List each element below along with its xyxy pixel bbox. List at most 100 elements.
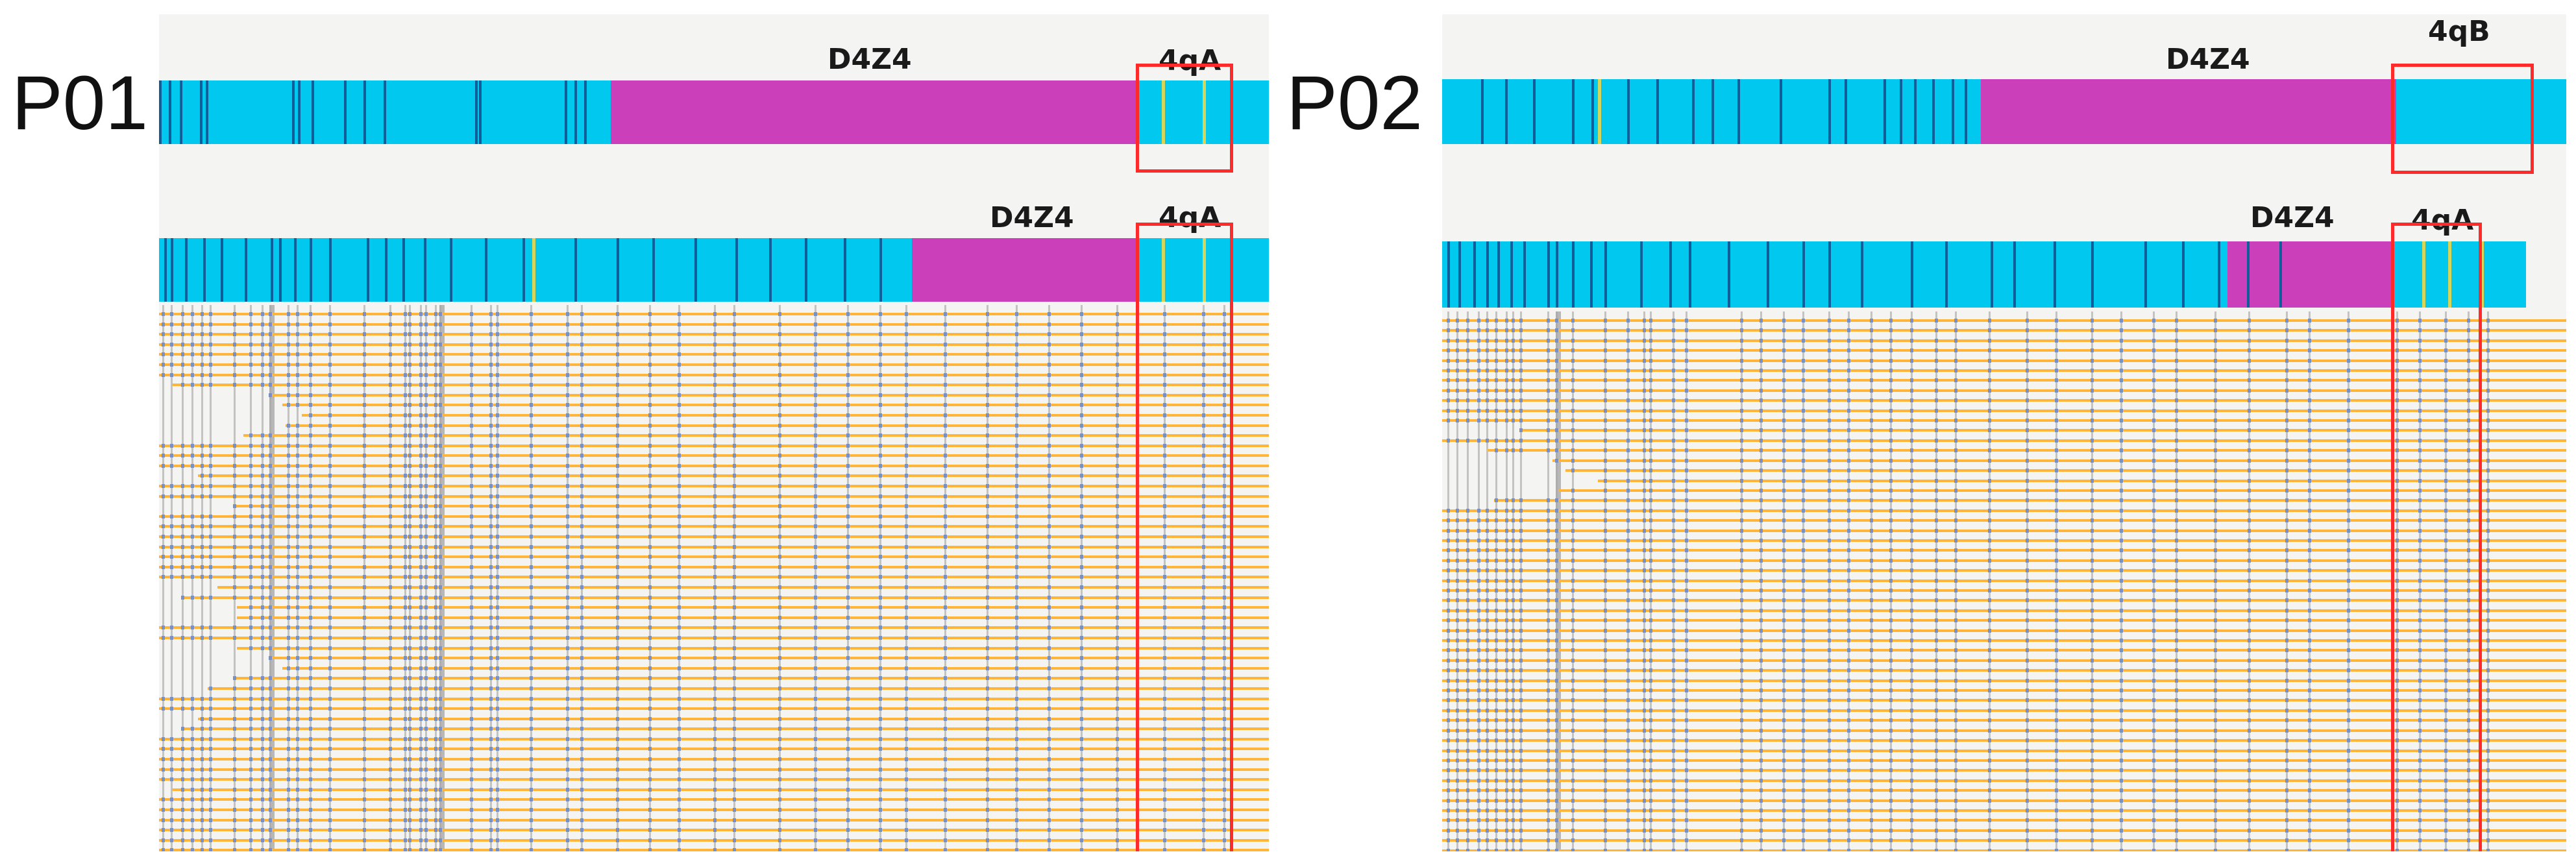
read-mark — [2091, 618, 2094, 622]
read-line — [1442, 530, 2566, 532]
read-mark — [1466, 818, 1469, 822]
read-mark — [2152, 518, 2155, 522]
read-mark — [424, 494, 428, 498]
read-mark — [269, 828, 272, 832]
read-mark — [1571, 738, 1575, 742]
read-mark — [434, 343, 437, 347]
read-mark — [2248, 749, 2251, 753]
read-mark — [233, 444, 236, 448]
read-mark — [1547, 589, 1550, 592]
read-mark — [1466, 439, 1469, 443]
read-mark — [2214, 328, 2217, 332]
restriction-marker — [2054, 241, 2056, 308]
read-mark — [269, 535, 272, 539]
read-mark — [261, 768, 264, 772]
read-mark — [778, 818, 781, 822]
read-mark — [1954, 589, 1957, 592]
read-mark — [2091, 409, 2094, 413]
read-mark — [2486, 419, 2490, 422]
read-mark — [181, 707, 184, 711]
read-mark — [1910, 589, 1913, 592]
read-mark — [424, 605, 428, 609]
restriction-marker — [185, 238, 188, 302]
read-mark — [2285, 698, 2288, 702]
read-mark — [408, 676, 411, 680]
read-mark — [1495, 709, 1498, 713]
allele2-track[interactable] — [159, 238, 1269, 302]
read-mark — [363, 363, 366, 367]
read-mark — [2444, 639, 2447, 642]
read-mark — [1685, 759, 1688, 762]
read-mark — [249, 383, 252, 387]
read-mark — [1080, 413, 1083, 417]
read-mark — [2026, 348, 2029, 352]
read-mark — [733, 737, 736, 741]
read-mark — [2418, 639, 2422, 642]
read-mark — [1828, 498, 1831, 502]
read-mark — [1847, 469, 1850, 472]
read-mark — [1910, 398, 1913, 402]
restriction-marker — [1572, 241, 1575, 308]
read-mark — [489, 808, 493, 812]
allele2-track[interactable] — [1442, 241, 2526, 308]
read-mark — [1495, 809, 1498, 812]
read-mark — [470, 323, 473, 326]
read-mark — [713, 403, 717, 407]
allele1-track[interactable] — [1442, 79, 2566, 144]
read-mark — [1555, 509, 1558, 513]
read-mark — [434, 676, 437, 680]
read-mark — [846, 676, 850, 680]
read-mark — [1519, 339, 1523, 343]
read-mark — [2347, 799, 2350, 803]
read-mark — [733, 616, 736, 620]
read-mark — [1495, 398, 1498, 402]
read-mark — [1495, 518, 1498, 522]
read-mark — [1828, 319, 1831, 323]
read-mark — [439, 818, 442, 822]
read-mark — [287, 626, 290, 629]
read-mark — [713, 494, 717, 498]
read-mark — [2248, 378, 2251, 382]
read-mark — [489, 707, 493, 711]
read-mark — [2026, 559, 2029, 563]
allele1-track[interactable] — [159, 80, 1269, 144]
read-mark — [2285, 539, 2288, 542]
read-mark — [2486, 688, 2490, 692]
read-mark — [1547, 369, 1550, 372]
read-mark — [1740, 389, 1743, 393]
read-mark — [2467, 369, 2470, 372]
read-mark — [269, 474, 272, 478]
read-mark — [1782, 729, 1785, 733]
read-mark — [1740, 568, 1743, 572]
read-mark — [879, 626, 882, 629]
read-mark — [1889, 489, 1893, 493]
read-mark — [2486, 749, 2490, 753]
read-mark — [879, 524, 882, 528]
read-mark — [1870, 439, 1873, 443]
read-mark — [434, 697, 437, 701]
read-mark — [363, 838, 366, 842]
read-mark — [2444, 559, 2447, 563]
read-mark — [261, 332, 264, 336]
read-mark — [249, 524, 252, 528]
read-mark — [905, 697, 908, 701]
read-mark — [2308, 398, 2311, 402]
read-mark — [1477, 788, 1480, 792]
read-mark — [249, 484, 252, 488]
read-mark — [181, 737, 184, 741]
read-mark — [1080, 565, 1083, 569]
read-mark — [1847, 428, 1850, 432]
read-mark — [1643, 688, 1646, 692]
read-mark — [1889, 679, 1893, 683]
read-mark — [778, 545, 781, 549]
restriction-marker — [1447, 241, 1450, 308]
read-mark — [2467, 659, 2470, 663]
read-mark — [1447, 328, 1450, 332]
read-mark — [1870, 409, 1873, 413]
read-mark — [2175, 768, 2178, 772]
read-mark — [616, 808, 619, 812]
read-mark — [233, 565, 236, 569]
read-mark — [1910, 709, 1913, 713]
read-mark — [363, 323, 366, 326]
restriction-marker — [1802, 241, 1805, 308]
